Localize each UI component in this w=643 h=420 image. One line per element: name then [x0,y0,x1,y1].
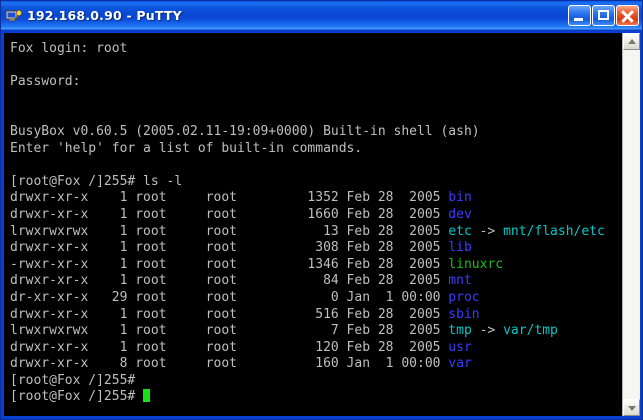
terminal-text: Fox login: root [10,41,128,56]
terminal-line [10,157,622,174]
terminal-text: drwxr-xr-x 1 root root 120 Feb 28 2005 [10,339,449,355]
terminal-text: -> [471,323,504,339]
terminal-screen[interactable]: Fox login: root Password: BusyBox v0.60.5 … [4,33,622,416]
terminal-text: proc [448,289,480,305]
terminal-line [10,58,622,75]
terminal-text: dr-xr-xr-x 29 root root 0 Jan 1 00:00 [10,289,449,305]
terminal-text: lrwxrwxrwx 1 root root 7 Feb 28 2005 [10,323,449,339]
terminal-text: sbin [448,306,480,322]
maximize-button[interactable] [592,5,615,26]
terminal-text: Enter 'help' for a list of built-in comm… [10,140,363,156]
terminal-line: drwxr-xr-x 8 root root 160 Jan 1 00:00 v… [10,356,622,373]
terminal-line: -rwxr-xr-x 1 root root 1346 Feb 28 2005 … [10,257,622,274]
terminal-text: linuxrc [448,256,504,272]
chevron-down-icon [627,405,636,411]
terminal-line: lrwxrwxrwx 1 root root 13 Feb 28 2005 et… [10,224,622,241]
terminal-line: Enter 'help' for a list of built-in comm… [10,141,622,158]
terminal-line: drwxr-xr-x 1 root root 516 Feb 28 2005 s… [10,307,622,324]
scroll-up-button[interactable] [623,33,640,50]
text-cursor [143,389,151,403]
terminal-line: [root@Fox /]255# ls -l [10,174,622,191]
terminal-text: -> [471,223,504,239]
terminal-text: -rwxr-xr-x 1 root root 1346 Feb 28 2005 [10,256,449,272]
terminal-text: lib [448,240,472,256]
terminal-line: lrwxrwxrwx 1 root root 7 Feb 28 2005 tmp… [10,323,622,340]
scrollbar-track[interactable] [623,50,640,399]
terminal-text: var [448,356,472,372]
terminal-line: drwxr-xr-x 1 root root 1352 Feb 28 2005 … [10,190,622,207]
terminal-scrollbar[interactable] [622,33,640,416]
terminal-line: drwxr-xr-x 1 root root 120 Feb 28 2005 u… [10,340,622,357]
terminal-line [10,107,622,124]
terminal-line [10,91,622,108]
terminal-text: drwxr-xr-x 1 root root 308 Feb 28 2005 [10,240,449,256]
title-bar[interactable]: 192.168.0.90 - PuTTY [1,1,642,31]
terminal-text: mnt/flash/etc [503,223,605,239]
terminal-text: Password: [10,74,81,90]
terminal-line: Password: [10,74,622,91]
terminal-text: drwxr-xr-x 1 root root 516 Feb 28 2005 [10,306,449,322]
terminal-text: var/tmp [503,323,558,339]
terminal-text: etc [448,223,472,239]
terminal-line: drwxr-xr-x 1 root root 84 Feb 28 2005 mn… [10,273,622,290]
terminal-text: lrwxrwxrwx 1 root root 13 Feb 28 2005 [10,223,449,239]
shell-prompt: [root@Fox /]255# [10,389,144,405]
close-button[interactable] [616,5,639,26]
terminal-line: Fox login: root [10,41,622,58]
terminal-prompt-line: [root@Fox /]255# [10,389,622,406]
terminal-text: [root@Fox /]255# [10,372,136,388]
terminal-text: bin [448,190,472,206]
terminal-line: drwxr-xr-x 1 root root 308 Feb 28 2005 l… [10,240,622,257]
putty-icon [5,7,23,25]
terminal-text: drwxr-xr-x 8 root root 160 Jan 1 00:00 [10,356,449,372]
terminal-text: BusyBox v0.60.5 (2005.02.11-19:09+0000) … [10,123,480,139]
terminal-line: [root@Fox /]255# [10,373,622,390]
client-area: Fox login: root Password: BusyBox v0.60.5 … [4,33,640,416]
terminal-text: drwxr-xr-x 1 root root 1660 Feb 28 2005 [10,206,449,222]
terminal-text: tmp [448,323,472,339]
terminal-text: dev [448,206,472,222]
terminal-line: drwxr-xr-x 1 root root 1660 Feb 28 2005 … [10,207,622,224]
terminal-text: drwxr-xr-x 1 root root 84 Feb 28 2005 [10,273,449,289]
terminal-line: BusyBox v0.60.5 (2005.02.11-19:09+0000) … [10,124,622,141]
terminal-text: drwxr-xr-x 1 root root 1352 Feb 28 2005 [10,190,449,206]
chevron-up-icon [627,38,636,44]
minimize-button[interactable] [568,5,591,26]
scroll-down-button[interactable] [623,399,640,416]
terminal-line: dr-xr-xr-x 29 root root 0 Jan 1 00:00 pr… [10,290,622,307]
terminal-text: usr [448,339,472,355]
terminal-text: [root@Fox /]255# ls -l [10,173,183,189]
window-title: 192.168.0.90 - PuTTY [27,8,182,23]
terminal-output: Fox login: root Password: BusyBox v0.60.5 … [10,41,622,406]
terminal-text: mnt [448,273,472,289]
